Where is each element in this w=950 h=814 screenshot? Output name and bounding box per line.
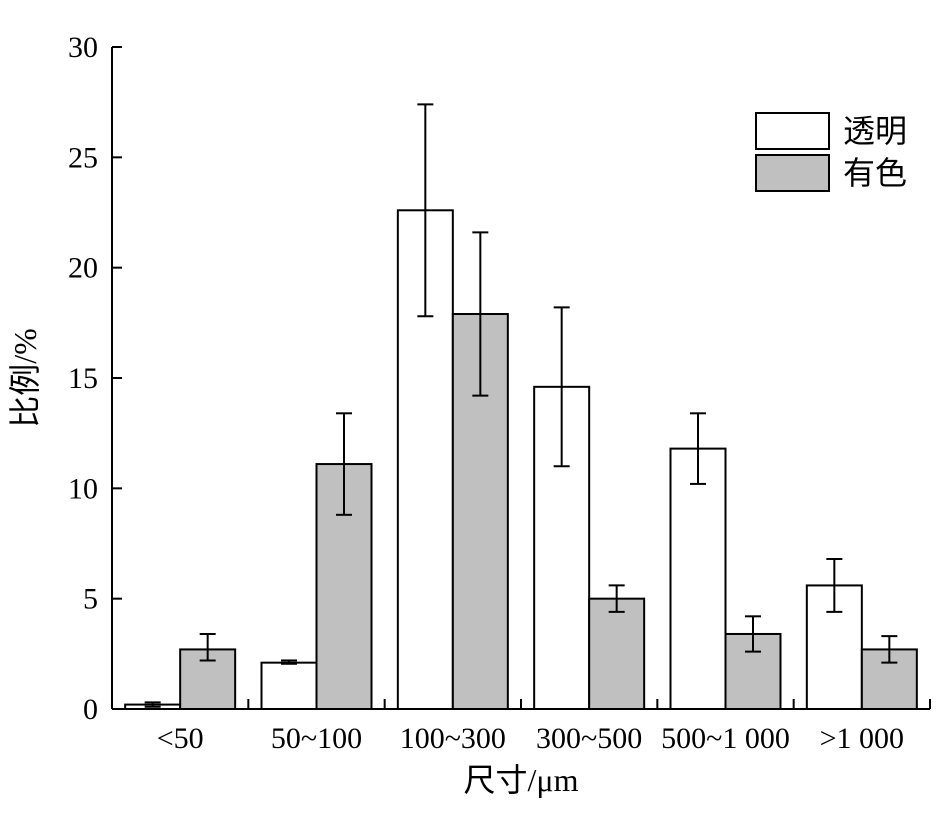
x-ticks-layer: <50 50~100 100~300 300~500 500~1 000 >1 000 — [157, 699, 931, 755]
y-tick-label: 5 — [83, 583, 98, 616]
y-tick-label: 10 — [68, 472, 98, 505]
legend-swatch — [755, 154, 830, 192]
y-tick-label: 30 — [68, 31, 98, 64]
x-tick-label: >1 000 — [820, 722, 904, 755]
bars-layer — [124, 209, 918, 711]
legend-swatch — [755, 112, 830, 150]
x-tick-label: 50~100 — [271, 722, 362, 755]
y-tick-label: 15 — [68, 362, 98, 395]
bar-transparent — [669, 447, 727, 710]
bar-transparent — [260, 661, 318, 710]
y-tick-label: 25 — [68, 141, 98, 174]
y-ticks-layer: 0 5 10 15 20 25 30 — [68, 31, 122, 726]
x-tick-label: 500~1 000 — [661, 722, 790, 755]
x-tick-label: <50 — [157, 722, 204, 755]
y-tick-label: 0 — [83, 693, 98, 726]
bar-colored — [588, 597, 646, 711]
x-tick-label: 100~300 — [400, 722, 506, 755]
y-tick-label: 20 — [68, 252, 98, 285]
legend-label: 有色 — [843, 155, 907, 191]
legend-label: 透明 — [843, 113, 907, 149]
errorbar-layer — [144, 103, 898, 708]
x-axis-title: 尺寸/μm — [464, 762, 579, 798]
x-tick-label: 300~500 — [536, 722, 642, 755]
y-axis-title: 比例/% — [7, 328, 43, 428]
